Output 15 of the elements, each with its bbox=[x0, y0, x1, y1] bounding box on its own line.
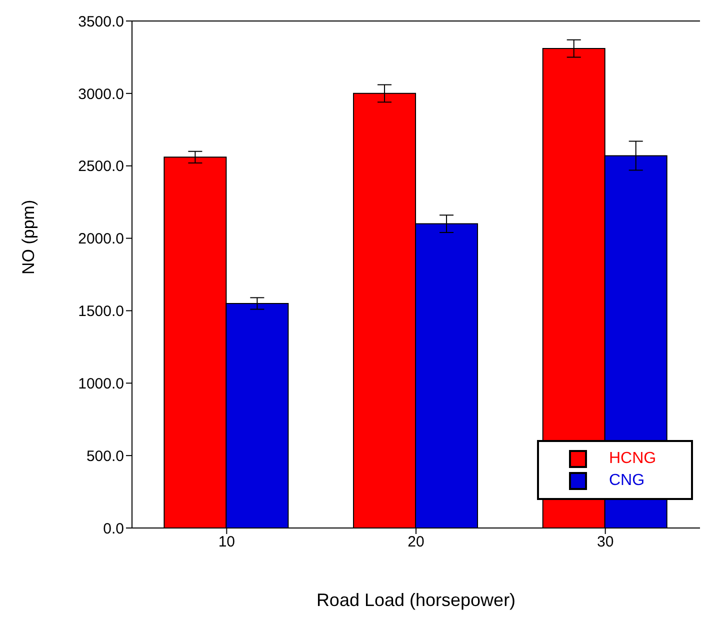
x-tick-label: 10 bbox=[218, 534, 236, 551]
x-axis-title: Road Load (horsepower) bbox=[316, 590, 516, 610]
y-tick-label: 2000.0 bbox=[78, 230, 124, 248]
y-axis-title: NO (ppm) bbox=[19, 200, 38, 274]
y-tick-label: 500.0 bbox=[86, 448, 124, 465]
y-tick-label: 2500.0 bbox=[78, 158, 124, 176]
x-tick-label: 20 bbox=[408, 534, 424, 551]
y-tick-label: 0.0 bbox=[103, 520, 124, 538]
y-tick-label: 1500.0 bbox=[78, 303, 124, 320]
legend-label: HCNG bbox=[609, 450, 658, 468]
y-tick-label: 3500.0 bbox=[78, 13, 124, 30]
legend-label: CNG bbox=[609, 472, 646, 490]
y-tick-label: 3000.0 bbox=[78, 86, 124, 103]
y-tick-label: 1000.0 bbox=[78, 375, 124, 392]
x-tick-label: 30 bbox=[596, 534, 614, 551]
